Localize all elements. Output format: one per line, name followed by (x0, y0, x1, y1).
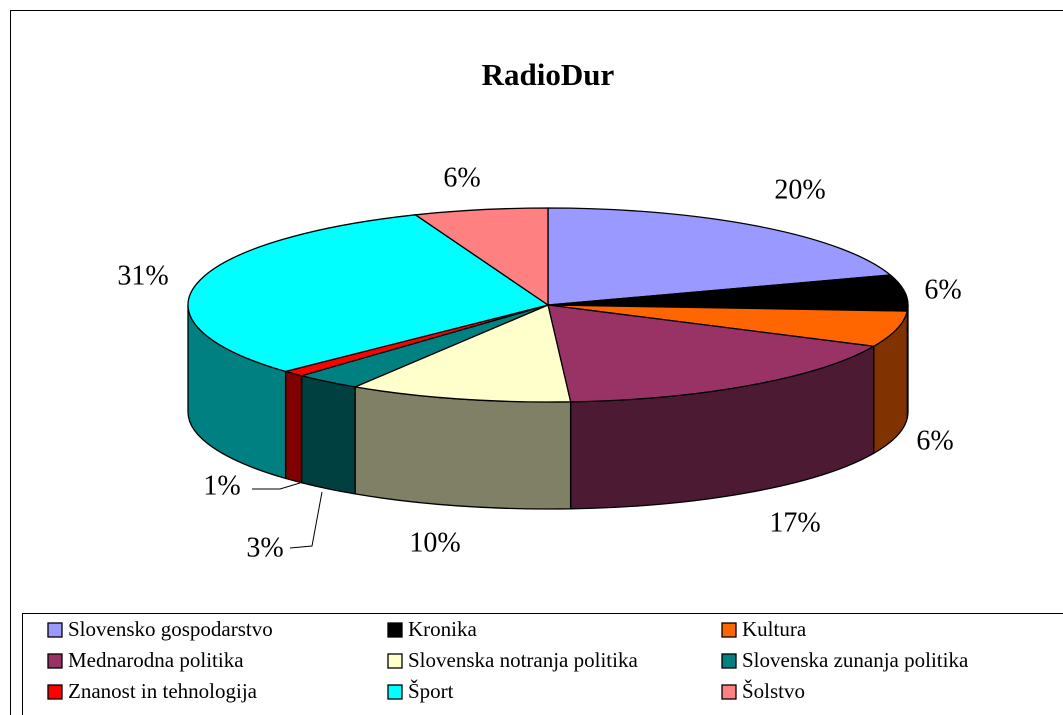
legend-items: Slovensko gospodarstvo Kronika Kultura Medn… (47, 617, 969, 703)
data-label: 3% (246, 532, 283, 563)
data-label: 6% (443, 162, 480, 193)
legend-label: Kultura (742, 617, 807, 641)
legend-swatch (387, 622, 403, 638)
pie-side (284, 370, 303, 484)
legend-label: Slovensko gospodarstvo (68, 617, 273, 641)
legend-label: Kronika (408, 617, 477, 641)
leader-line (252, 482, 301, 490)
legend-swatch (47, 653, 63, 669)
pie-tops (187, 207, 909, 403)
pie-side (354, 386, 572, 510)
pie-slice (547, 207, 893, 306)
data-label: 6% (924, 274, 961, 305)
legend-label: Znanost in tehnologija (68, 679, 258, 703)
chart-title: RadioDur (482, 57, 615, 92)
data-label: 31% (117, 260, 168, 291)
pie-sides (187, 304, 909, 510)
legend-label: Mednarodna politika (68, 648, 244, 672)
data-label: 6% (916, 425, 953, 456)
leader-line (289, 491, 323, 549)
legend-swatch (387, 684, 403, 700)
legend (22, 613, 1063, 715)
legend-swatch (47, 684, 63, 700)
pie-slice (352, 304, 572, 403)
legend-label: Slovenska notranja politika (408, 648, 638, 672)
legend-label: Šolstvo (742, 679, 805, 703)
pie-slice (413, 207, 549, 307)
pie-side (300, 374, 356, 495)
pie-slice (547, 304, 876, 403)
legend-swatch (721, 653, 737, 669)
legend-swatch (387, 653, 403, 669)
legend-swatch (721, 622, 737, 638)
legend-swatch (721, 684, 737, 700)
legend-swatch (47, 622, 63, 638)
data-labels: 20% 6% 6% 17% 10% 3%1% 31% 6% (117, 162, 961, 563)
data-label: 20% (774, 174, 825, 205)
legend-label: Šport (408, 679, 454, 703)
legend-label: Slovenska zunanja politika (742, 648, 969, 672)
pie-slice (547, 304, 909, 347)
data-label: 17% (769, 507, 820, 538)
pie-slice (547, 274, 909, 312)
data-label: 10% (409, 527, 460, 558)
data-label: 1% (203, 470, 240, 501)
pie-slice (187, 214, 550, 373)
